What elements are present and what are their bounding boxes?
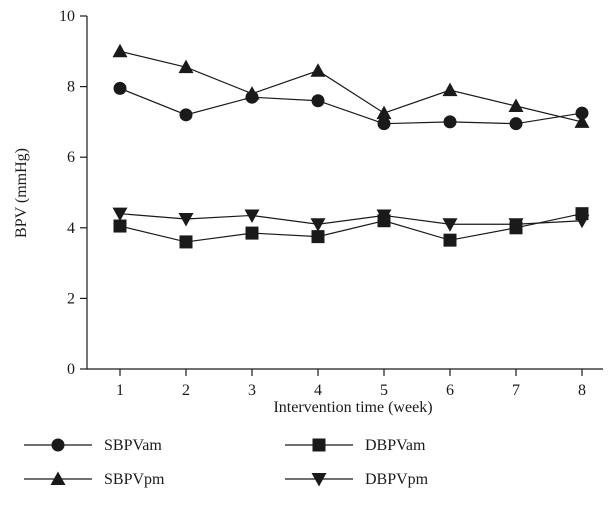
data-point-dbpvpm	[508, 218, 524, 232]
x-tick-label: 7	[512, 382, 520, 399]
x-tick-label: 6	[446, 382, 454, 399]
legend-marker-sbpvpm	[50, 471, 66, 485]
data-point-sbpvam	[509, 117, 523, 131]
data-point-dbpvpm	[574, 214, 590, 229]
x-tick-label: 5	[380, 382, 388, 399]
x-tick-label: 8	[578, 382, 586, 399]
legend-label-sbpvam: SBPVam	[104, 437, 162, 454]
data-point-sbpvam	[377, 117, 391, 131]
data-point-sbpvam	[179, 108, 193, 122]
data-point-sbpvpm	[574, 114, 590, 128]
data-point-sbpvam	[575, 106, 589, 120]
y-axis-title: BPV (mmHg)	[13, 148, 30, 238]
series-line-sbpvam	[119, 87, 583, 125]
x-tick-label: 3	[248, 382, 256, 399]
series-group	[112, 43, 590, 249]
legend-item-sbpvpm: SBPVpm	[24, 471, 165, 488]
axis-lines	[86, 16, 603, 370]
legend-item-dbpvam: DBPVam	[285, 437, 426, 454]
legend-item-sbpvam: SBPVam	[24, 437, 162, 454]
data-point-dbpvam	[113, 219, 127, 233]
data-point-dbpvam	[311, 230, 325, 244]
data-point-sbpvpm	[508, 98, 524, 113]
series-line-dbpvam	[119, 213, 583, 243]
x-tick-label: 1	[116, 382, 124, 399]
data-point-sbpvpm	[244, 86, 260, 100]
x-tick-label: 2	[182, 382, 190, 399]
data-point-sbpvam	[113, 81, 127, 95]
y-tick-label: 8	[67, 79, 75, 96]
data-point-dbpvam	[443, 233, 457, 247]
data-point-dbpvpm	[178, 212, 194, 227]
data-point-dbpvpm	[376, 209, 392, 223]
series-line-dbpvpm	[119, 213, 583, 225]
data-point-sbpvpm	[112, 43, 128, 58]
data-point-dbpvpm	[310, 218, 326, 232]
legend-marker-sbpvam	[51, 438, 65, 452]
data-point-sbpvpm	[376, 105, 392, 120]
data-point-sbpvpm	[442, 82, 458, 97]
x-axis-title: Intervention time (week)	[273, 399, 432, 416]
data-point-dbpvam	[245, 226, 259, 240]
data-point-sbpvam	[311, 94, 325, 108]
data-point-sbpvpm	[310, 63, 326, 77]
y-tick-label: 2	[67, 290, 75, 307]
y-tick-label: 0	[67, 361, 75, 378]
y-tick-label: 6	[67, 149, 75, 166]
series-sbpvam	[113, 81, 589, 131]
series-dbpvam	[113, 207, 589, 249]
legend-label-sbpvpm: SBPVpm	[104, 471, 165, 488]
data-point-dbpvpm	[244, 209, 260, 223]
y-tick-label: 10	[59, 8, 75, 25]
data-point-sbpvam	[443, 115, 457, 129]
x-tick-label: 4	[314, 382, 322, 399]
series-sbpvpm	[112, 43, 590, 128]
series-dbpvpm	[112, 207, 590, 232]
legend-marker-dbpvam	[312, 438, 326, 452]
legend-label-dbpvam: DBPVam	[365, 437, 426, 454]
data-point-dbpvpm	[112, 207, 128, 222]
series-line-sbpvpm	[119, 50, 583, 123]
data-point-dbpvam	[179, 235, 193, 249]
data-point-sbpvpm	[178, 59, 194, 74]
legend-item-dbpvpm: DBPVpm	[285, 471, 429, 488]
data-point-dbpvpm	[442, 218, 458, 232]
legend: SBPVam DBPVam SBPVpm DBPVpm	[24, 437, 429, 488]
y-tick-label: 4	[67, 220, 75, 237]
legend-marker-dbpvpm	[311, 473, 327, 487]
legend-label-dbpvpm: DBPVpm	[365, 471, 429, 488]
